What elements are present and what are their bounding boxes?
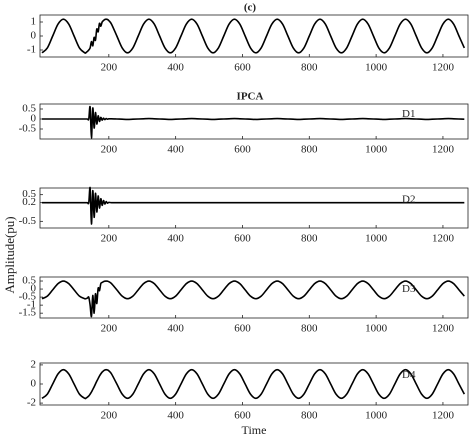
y-tick-label: -0.5 [19, 291, 37, 303]
y-tick-label: 0 [31, 283, 37, 295]
x-tick-label: 1200 [432, 144, 455, 156]
x-tick-label: 1200 [432, 62, 455, 74]
x-tick-label: 1000 [365, 323, 388, 335]
y-tick-label: 0 [31, 30, 37, 42]
x-tick-label: 1000 [365, 62, 388, 74]
x-tick-label: 1000 [365, 233, 388, 245]
signal-line [41, 280, 465, 318]
y-tick-label: 0.5 [22, 103, 36, 115]
panel-annotation: D1 [402, 108, 415, 120]
x-tick-label: 1200 [432, 410, 455, 422]
y-tick-label: -1.5 [19, 307, 37, 319]
x-tick-label: 1200 [432, 323, 455, 335]
x-tick-label: 800 [301, 144, 318, 156]
x-tick-label: 600 [234, 233, 251, 245]
panel-title: IPCA [237, 91, 264, 103]
x-tick-label: 800 [301, 62, 318, 74]
y-tick-label: 1 [31, 16, 37, 28]
panel-annotation: D4 [402, 369, 416, 381]
x-tick-label: 800 [301, 233, 318, 245]
x-tick-label: 600 [234, 410, 251, 422]
y-tick-label: 0.5 [22, 188, 36, 200]
y-tick-label: 0 [31, 378, 37, 390]
x-tick-label: 800 [301, 323, 318, 335]
x-tick-label: 400 [167, 323, 184, 335]
x-tick-label: 200 [101, 62, 118, 74]
panel-annotation: D3 [402, 283, 416, 295]
plot-frame [39, 187, 469, 229]
signal-line [41, 368, 466, 400]
y-tick-label: 0.5 [22, 275, 36, 287]
signal-line [41, 18, 466, 54]
y-tick-label: 0 [31, 113, 37, 125]
y-tick-label: -2 [27, 397, 36, 409]
x-tick-label: 1200 [432, 233, 455, 245]
x-tick-label: 400 [167, 144, 184, 156]
x-tick-label: 600 [234, 323, 251, 335]
x-tick-label: 200 [101, 233, 118, 245]
plot-frame [39, 103, 469, 140]
x-tick-label: 1000 [365, 410, 388, 422]
plot-frame [39, 14, 469, 58]
y-tick-label: -1 [27, 299, 36, 311]
x-tick-label: 600 [234, 62, 251, 74]
x-tick-label: 800 [301, 410, 318, 422]
plot-frame [39, 276, 469, 319]
x-tick-label: 200 [101, 144, 118, 156]
panel-title: (c) [244, 2, 257, 14]
y-tick-label: 2 [31, 358, 37, 370]
x-tick-label: 200 [101, 410, 118, 422]
y-tick-label: -0.5 [19, 215, 37, 227]
signal-line [41, 105, 465, 139]
x-axis-label: Time [242, 423, 267, 437]
x-tick-label: 400 [167, 410, 184, 422]
x-tick-label: 200 [101, 323, 118, 335]
signal-line [42, 186, 465, 225]
x-tick-label: 600 [234, 144, 251, 156]
y-tick-label: -0.5 [19, 123, 37, 135]
y-tick-label: -1 [27, 44, 36, 56]
x-tick-label: 400 [167, 233, 184, 245]
panel-annotation: D2 [402, 194, 415, 206]
x-tick-label: 400 [167, 62, 184, 74]
y-axis-label: Amplitude(pu) [2, 216, 17, 293]
x-tick-label: 1000 [365, 144, 388, 156]
y-tick-label: 0.2 [22, 196, 36, 208]
